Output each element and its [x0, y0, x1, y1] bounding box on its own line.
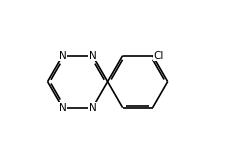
Text: N: N	[88, 103, 96, 113]
Text: N: N	[58, 103, 66, 113]
Text: N: N	[58, 51, 66, 61]
Text: N: N	[88, 51, 96, 61]
Text: Cl: Cl	[153, 51, 163, 61]
